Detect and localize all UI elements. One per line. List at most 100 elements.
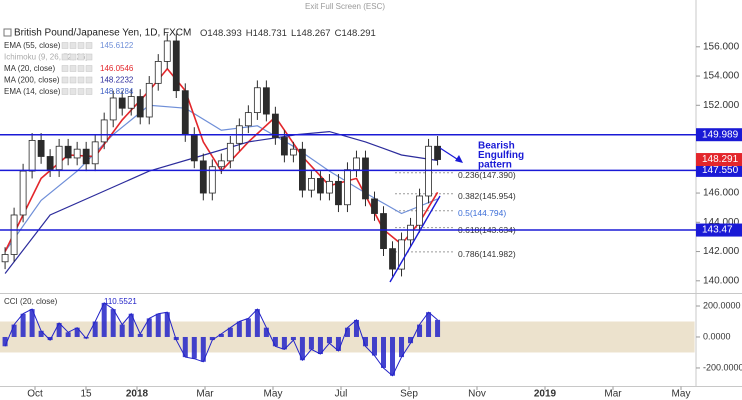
- cci-bar: [47, 336, 53, 341]
- indicator-value: 148.8284: [100, 87, 134, 96]
- indicator-button: [85, 53, 93, 61]
- candle-body: [371, 198, 378, 214]
- cci-bar: [11, 324, 17, 337]
- cci-bar: [353, 319, 359, 337]
- y-tick-label: 156.000: [703, 41, 740, 52]
- candle-body: [407, 224, 414, 241]
- indicator-name: EMA (55, close): [4, 41, 61, 50]
- y-tick-label: 154.000: [703, 71, 740, 82]
- candle-body: [127, 96, 135, 109]
- indicator-name: EMA (14, close): [4, 87, 61, 96]
- candle-body: [82, 148, 90, 165]
- cci-bar: [254, 309, 260, 337]
- ohlc-label: L: [291, 28, 296, 39]
- cci-bar: [101, 302, 107, 337]
- x-tick-label: Oct: [27, 389, 43, 400]
- annotation-text: Engulfing: [478, 150, 524, 161]
- indicator-name: Ichimoku (9, 26, 52, 26): [4, 53, 88, 62]
- indicator-button: [85, 65, 93, 72]
- y-tick-label: 152.000: [703, 100, 740, 111]
- cci-bar: [110, 309, 116, 337]
- x-tick-label: Mar: [196, 389, 214, 400]
- x-tick-label: 2019: [534, 389, 557, 400]
- candle-body: [217, 160, 225, 168]
- candle-body: [308, 178, 315, 191]
- last-price-label: 148.291: [702, 154, 739, 165]
- annotation-text: pattern: [478, 160, 512, 171]
- x-tick-label: Nov: [468, 389, 486, 400]
- cci-bar: [29, 309, 35, 337]
- indicator-value: 145.6122: [100, 41, 134, 50]
- annotation-text: Bearish: [478, 141, 515, 152]
- candle-body: [398, 239, 405, 270]
- candle-body: [136, 96, 144, 118]
- candle-body: [181, 90, 189, 135]
- cci-bar: [74, 327, 80, 337]
- indicator-name: MA (20, close): [4, 64, 55, 73]
- indicator-button: [69, 65, 77, 72]
- y-tick-label: 140.000: [703, 275, 740, 286]
- cci-bar: [362, 336, 368, 347]
- indicator-value: 146.0546: [100, 64, 134, 73]
- indicator-button: [85, 42, 93, 49]
- cci-bar: [335, 336, 341, 351]
- cci-bar: [390, 336, 396, 376]
- cci-bar: [92, 321, 98, 337]
- cci-bar: [399, 336, 405, 358]
- overlay-line: [4, 130, 438, 274]
- cci-bar: [299, 336, 305, 361]
- indicator-button: [61, 76, 69, 84]
- ohlc-value: 148.291: [341, 28, 375, 39]
- cci-bar: [236, 321, 242, 337]
- cci-bar: [426, 312, 432, 337]
- candle-body: [1, 254, 9, 263]
- indicator-button: [69, 42, 77, 49]
- cci-bar: [182, 336, 188, 358]
- cci-bar: [119, 324, 125, 337]
- candle-body: [163, 40, 171, 62]
- x-tick-label: 15: [80, 389, 92, 400]
- level-tag-label: 143.47: [702, 225, 733, 236]
- cci-bar: [56, 323, 62, 337]
- cci-bar: [417, 324, 423, 337]
- candle-body: [199, 160, 207, 194]
- trend-line: [389, 195, 441, 283]
- candle-body: [46, 156, 54, 171]
- candle-body: [28, 139, 36, 172]
- cci-bar: [326, 336, 332, 344]
- legend-icon: [3, 28, 12, 37]
- ohlc-value: 148.731: [253, 28, 287, 39]
- indicator-button: [69, 76, 77, 84]
- level-tag-label: 147.550: [702, 165, 739, 176]
- cci-bar: [435, 319, 441, 337]
- candle-body: [55, 145, 63, 171]
- candle-body: [91, 141, 99, 165]
- exit-fullscreen-hint[interactable]: Exit Full Screen (ESC): [305, 2, 385, 11]
- x-tick-label: Sep: [400, 389, 418, 400]
- x-tick-label: Mar: [604, 389, 622, 400]
- cci-bar: [20, 313, 26, 337]
- candle-body: [10, 214, 18, 255]
- indicator-button: [69, 88, 77, 95]
- candle-body: [109, 97, 117, 121]
- fib-label: 0.236(147.390): [458, 170, 516, 180]
- cci-bar: [281, 336, 287, 350]
- candle-body: [389, 248, 396, 270]
- indicator-button: [77, 65, 85, 72]
- candle-body: [289, 148, 297, 156]
- cci-bar: [65, 332, 71, 337]
- cci-legend-name: CCI (20, close): [4, 297, 58, 306]
- x-tick-label: Jul: [335, 389, 348, 400]
- cci-bar: [290, 336, 296, 341]
- candle-body: [118, 97, 126, 109]
- cci-bar: [200, 336, 206, 362]
- level-tag: [696, 163, 742, 177]
- candle-body: [226, 142, 234, 162]
- y-tick-label: 144.000: [703, 217, 740, 228]
- candle-body: [172, 40, 180, 92]
- candle-body: [326, 180, 333, 194]
- cci-bar: [381, 336, 386, 368]
- ohlc-label: H: [246, 28, 253, 39]
- cci-bar: [344, 327, 350, 337]
- annotation-arrowhead: [455, 155, 463, 163]
